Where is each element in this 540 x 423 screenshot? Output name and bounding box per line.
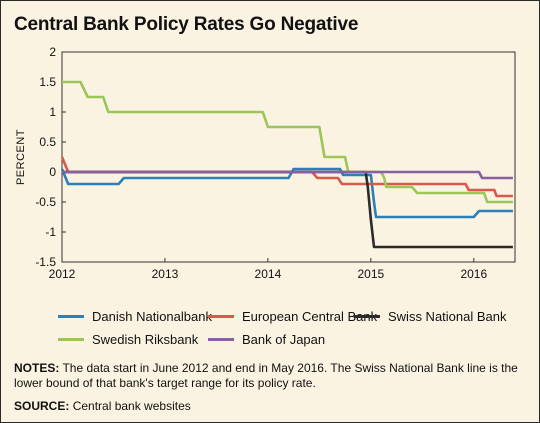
- x-tick-label-3: 2015: [358, 267, 385, 281]
- legend-swatch-danish: [58, 314, 84, 318]
- notes: NOTES: The data start in June 2012 and e…: [14, 361, 526, 391]
- legend-swatch-ecb: [208, 314, 234, 318]
- plot-area-border: [61, 51, 516, 263]
- legend-label-danish: Danish Nationalbank: [92, 308, 212, 324]
- series-line-bank-of-japan: [62, 170, 513, 180]
- series-line-swedish-riksbank: [62, 80, 513, 204]
- x-tick-label-4: 2016: [460, 267, 487, 281]
- notes-label: NOTES:: [14, 361, 60, 375]
- notes-text: The data start in June 2012 and end in M…: [14, 361, 518, 390]
- source: SOURCE: Central bank websites: [14, 399, 191, 413]
- legend-label-swiss: Swiss National Bank: [388, 308, 507, 324]
- y-tick-label-3: 0.5: [39, 135, 56, 149]
- legend-label-sweden: Swedish Riksbank: [92, 331, 199, 347]
- chart-title: Central Bank Policy Rates Go Negative: [14, 14, 359, 35]
- legend-item-ecb: European Central Bank: [208, 306, 377, 326]
- y-axis-label: PERCENT: [15, 129, 27, 185]
- x-tick-label-0: 2012: [49, 267, 76, 281]
- legend-item-swiss: Swiss National Bank: [354, 306, 507, 326]
- legend-label-japan: Bank of Japan: [242, 331, 326, 347]
- legend-swatch-sweden: [58, 337, 84, 341]
- x-tick-label-1: 2013: [152, 267, 179, 281]
- y-tick-label-1: 1.5: [39, 75, 56, 89]
- x-tick-label-2: 2014: [255, 267, 282, 281]
- chart-legend: Danish Nationalbank European Central Ban…: [58, 306, 518, 350]
- legend-label-ecb: European Central Bank: [242, 308, 378, 324]
- y-tick-label-0: 2: [49, 45, 56, 59]
- y-tick-label-2: 1: [49, 105, 56, 119]
- y-tick-label-6: -1: [45, 225, 56, 239]
- y-tick-label-7: -1.5: [35, 255, 56, 269]
- legend-item-sweden: Swedish Riksbank: [58, 329, 198, 349]
- series-line-european-central-bank: [60, 156, 513, 198]
- y-tick-label-4: 0: [49, 165, 56, 179]
- legend-item-danish: Danish Nationalbank: [58, 306, 212, 326]
- legend-swatch-japan: [208, 337, 234, 341]
- source-label: SOURCE:: [14, 399, 70, 413]
- source-text: Central bank websites: [72, 399, 191, 413]
- legend-swatch-swiss: [354, 314, 380, 318]
- legend-item-japan: Bank of Japan: [208, 329, 325, 349]
- y-tick-label-5: -0.5: [35, 195, 56, 209]
